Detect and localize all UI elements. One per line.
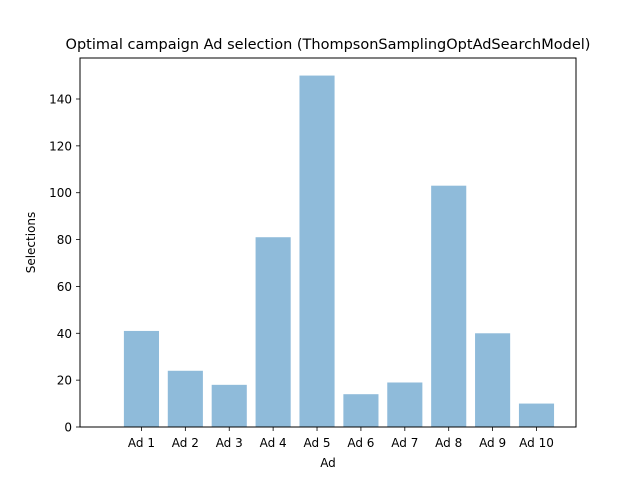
bar-ad-10 bbox=[518, 403, 555, 427]
bar-ad-3 bbox=[211, 384, 247, 427]
y-tick-label: 60 bbox=[57, 280, 72, 294]
y-tick-label: 80 bbox=[57, 233, 72, 247]
x-tick-label: Ad 7 bbox=[391, 436, 418, 450]
bar-ad-9 bbox=[475, 333, 511, 427]
y-axis-label: Selections bbox=[24, 212, 38, 274]
y-tick-label: 0 bbox=[64, 421, 72, 435]
x-tick-label: Ad 9 bbox=[479, 436, 506, 450]
y-tick-label: 100 bbox=[49, 186, 72, 200]
x-tick-label: Ad 4 bbox=[260, 436, 287, 450]
x-axis-label: Ad bbox=[320, 456, 336, 470]
bar-ad-2 bbox=[167, 370, 203, 427]
x-axis: Ad 1 Ad 2 Ad 3 Ad 4 Ad 5 Ad 6 Ad 7 Ad 8 Ad 9 Ad 1… bbox=[128, 427, 554, 450]
x-tick-label: Ad 10 bbox=[519, 436, 554, 450]
x-tick-label: Ad 2 bbox=[172, 436, 199, 450]
y-tick-label: 20 bbox=[57, 374, 72, 388]
chart-title: Optimal campaign Ad selection (ThompsonS… bbox=[66, 37, 591, 53]
y-tick-label: 120 bbox=[49, 139, 72, 153]
x-tick-label: Ad 5 bbox=[303, 436, 330, 450]
x-tick-label: Ad 1 bbox=[128, 436, 155, 450]
y-axis: 0 20 40 60 80 100 120 140 bbox=[49, 93, 80, 435]
plot-frame bbox=[79, 57, 577, 428]
y-tick-label: 140 bbox=[49, 93, 72, 107]
bar-ad-5 bbox=[299, 75, 335, 428]
bars-group bbox=[123, 75, 555, 428]
x-tick-label: Ad 8 bbox=[435, 436, 462, 450]
bar-ad-4 bbox=[255, 237, 291, 427]
bar-ad-8 bbox=[431, 185, 467, 427]
bar-ad-7 bbox=[387, 382, 423, 427]
y-tick-label: 40 bbox=[57, 327, 72, 341]
bar-ad-6 bbox=[343, 394, 379, 427]
bar-ad-1 bbox=[123, 330, 160, 427]
x-tick-label: Ad 3 bbox=[216, 436, 243, 450]
x-tick-label: Ad 6 bbox=[347, 436, 374, 450]
